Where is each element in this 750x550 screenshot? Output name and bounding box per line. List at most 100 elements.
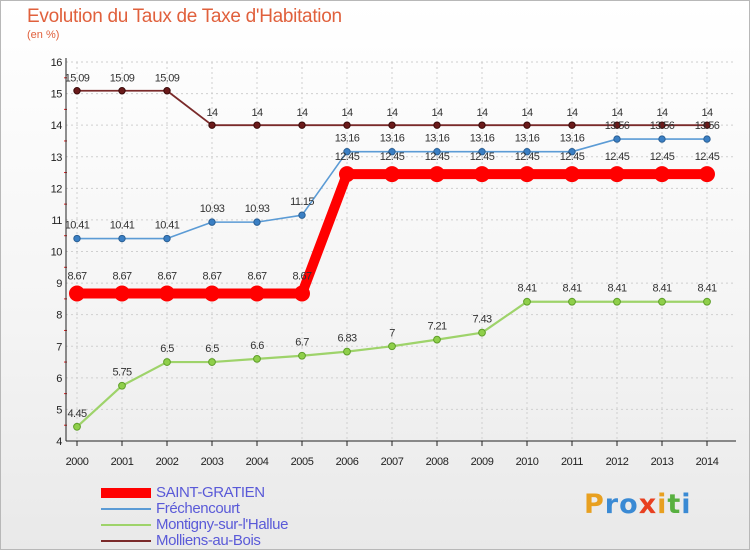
data-label: 13.16: [560, 133, 585, 145]
legend-swatch: [101, 524, 151, 526]
logo-letter: i: [657, 489, 668, 520]
data-point: [298, 211, 306, 219]
data-point: [253, 121, 261, 129]
y-tick-label: 12: [51, 183, 63, 195]
data-point: [523, 297, 531, 306]
data-label: 12.45: [695, 151, 720, 163]
data-point: [474, 166, 490, 183]
data-point: [159, 285, 175, 302]
data-label: 8.67: [112, 271, 131, 283]
data-point: [118, 87, 126, 95]
data-label: 14: [431, 107, 443, 119]
legend-swatch: [101, 508, 151, 510]
data-point: [343, 147, 351, 156]
data-point: [478, 147, 486, 156]
logo-letter: i: [681, 489, 692, 520]
data-point: [478, 121, 486, 129]
data-point: [163, 87, 171, 95]
data-label: 13.16: [380, 133, 405, 145]
data-label: 12.45: [425, 151, 450, 163]
data-label: 10.41: [65, 220, 90, 232]
data-point: [613, 135, 621, 143]
data-point: [163, 234, 171, 243]
data-label: 8.41: [652, 283, 671, 295]
y-tick-label: 16: [51, 57, 63, 69]
data-point: [564, 166, 580, 183]
data-point: [294, 285, 310, 302]
data-point: [699, 166, 715, 183]
data-point: [208, 121, 216, 129]
data-point: [523, 121, 531, 129]
y-tick-label: 6: [56, 373, 62, 385]
x-tick-label: 2004: [246, 456, 269, 468]
data-point: [523, 147, 531, 156]
data-point: [208, 218, 216, 226]
legend-label: SAINT-GRATIEN: [156, 484, 265, 501]
logo-letter: x: [638, 489, 658, 520]
x-tick-label: 2000: [66, 456, 89, 468]
legend-label: Fréchencourt: [156, 500, 240, 517]
data-label: 14: [566, 107, 578, 119]
data-label: 12.45: [335, 151, 360, 163]
proxiti-logo: Proxiti: [584, 489, 692, 520]
y-tick-label: 8: [56, 310, 62, 322]
legend-swatch: [101, 488, 151, 498]
data-point: [658, 297, 666, 306]
data-point: [433, 121, 441, 129]
data-label: 13.56: [650, 120, 675, 132]
x-tick-label: 2011: [561, 456, 583, 468]
data-point: [568, 121, 576, 129]
data-point: [298, 351, 306, 360]
data-point: [343, 121, 351, 129]
data-point: [118, 381, 126, 390]
y-tick-label: 9: [56, 278, 62, 290]
data-point: [388, 121, 396, 129]
x-tick-label: 2014: [696, 456, 719, 468]
data-label: 8.67: [202, 271, 221, 283]
data-point: [73, 87, 81, 95]
chart-title: Evolution du Taux de Taxe d'Habitation: [27, 6, 342, 27]
x-tick-label: 2002: [156, 456, 179, 468]
data-point: [253, 354, 261, 363]
logo-letter: P: [584, 489, 605, 520]
data-point: [73, 422, 81, 431]
data-point: [388, 147, 396, 156]
logo-letter: o: [619, 489, 639, 520]
y-tick-label: 7: [56, 341, 62, 353]
data-point: [388, 342, 396, 351]
data-point: [114, 285, 130, 302]
data-label: 8.41: [517, 283, 536, 295]
data-label: 8.41: [607, 283, 626, 295]
data-point: [253, 218, 261, 226]
data-label: 14: [206, 107, 218, 119]
x-tick-label: 2001: [111, 456, 134, 468]
data-point: [703, 121, 711, 129]
data-point: [703, 297, 711, 306]
data-label: 12.45: [605, 151, 630, 163]
data-point: [433, 335, 441, 344]
data-label: 13.16: [470, 133, 495, 145]
data-label: 11.15: [290, 196, 314, 208]
y-tick-label: 5: [56, 404, 62, 416]
y-tick-label: 15: [51, 89, 63, 101]
data-label: 12.45: [515, 151, 540, 163]
data-label: 7.43: [472, 314, 491, 326]
data-label: 8.67: [292, 271, 311, 283]
data-label: 8.67: [247, 271, 266, 283]
data-label: 14: [656, 107, 668, 119]
chart-subtitle: (en %): [27, 29, 60, 41]
data-point: [208, 358, 216, 366]
logo-letter: r: [604, 489, 620, 520]
data-label: 8.67: [67, 271, 86, 283]
data-label: 13.16: [425, 133, 450, 145]
logo-letter: t: [667, 489, 682, 520]
data-point: [519, 166, 535, 183]
data-point: [613, 297, 621, 306]
data-label: 10.93: [200, 203, 225, 215]
x-tick-label: 2008: [426, 456, 449, 468]
x-tick-label: 2007: [381, 456, 404, 468]
data-label: 6.5: [205, 343, 219, 355]
